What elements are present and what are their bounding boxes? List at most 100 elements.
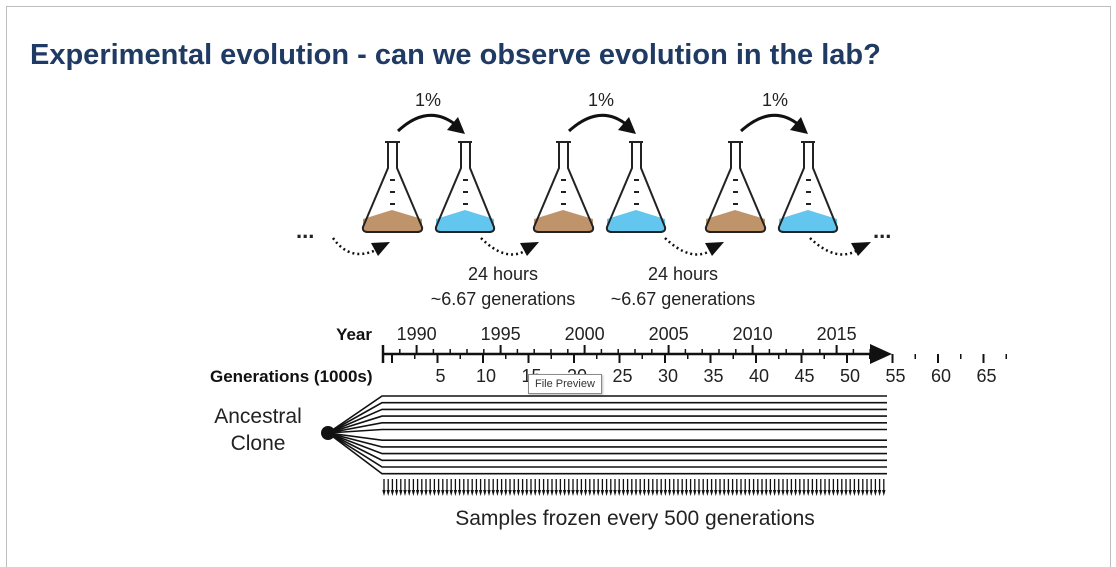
sample-arrow-head bbox=[462, 490, 466, 496]
sample-arrow-head bbox=[709, 490, 714, 496]
population-lineage bbox=[327, 432, 887, 448]
sample-arrow-head bbox=[567, 490, 571, 496]
sample-arrow-head bbox=[453, 490, 458, 496]
sample-arrow-head bbox=[617, 490, 621, 496]
sample-arrow-head bbox=[697, 490, 701, 496]
sample-arrow-head bbox=[583, 490, 588, 496]
sample-arrow-head bbox=[714, 490, 718, 496]
sample-arrow-head bbox=[621, 490, 626, 496]
sample-arrow-head bbox=[667, 490, 672, 496]
ellipsis-right: ... bbox=[873, 218, 891, 243]
population-lineage bbox=[327, 422, 887, 434]
sample-arrow-head bbox=[659, 490, 663, 496]
sample-arrow-head bbox=[415, 490, 420, 496]
sample-arrow-head bbox=[554, 490, 558, 496]
sample-arrow-head bbox=[478, 490, 483, 496]
sample-arrow-head bbox=[546, 490, 550, 496]
sample-arrow-head bbox=[634, 490, 638, 496]
sample-arrow-head bbox=[470, 490, 474, 496]
sample-arrow-head bbox=[802, 490, 806, 496]
sample-arrow-head bbox=[882, 490, 886, 496]
flask-fresh-3 bbox=[777, 141, 839, 233]
transfer-arrow-3 bbox=[739, 113, 808, 134]
sample-arrow-head bbox=[772, 490, 777, 496]
transfer-percent-label-3: 1% bbox=[762, 90, 788, 110]
sample-arrow-head bbox=[743, 490, 747, 496]
sample-arrow-head bbox=[428, 490, 432, 496]
generation-tick-label: 30 bbox=[658, 366, 678, 386]
transfer-percent-label-1: 1% bbox=[415, 90, 441, 110]
population-lineage bbox=[327, 432, 887, 462]
sample-arrow-head bbox=[579, 490, 584, 496]
sample-arrow-head bbox=[760, 490, 764, 496]
sample-arrow-head bbox=[529, 490, 533, 496]
sample-arrow-head bbox=[810, 490, 815, 496]
flask-fresh-2 bbox=[605, 141, 667, 233]
sample-arrow-head bbox=[550, 490, 554, 496]
population-lineage bbox=[327, 395, 887, 434]
sample-arrow-head bbox=[663, 490, 668, 496]
sample-arrow-head bbox=[705, 490, 710, 496]
sample-arrow-head bbox=[436, 490, 441, 496]
samples-frozen-label: Samples frozen every 500 generations bbox=[455, 507, 815, 530]
sample-arrow-head bbox=[445, 490, 449, 496]
sample-arrow-head bbox=[789, 490, 794, 496]
sample-arrow-head bbox=[768, 490, 773, 496]
incubation-arrow-1 bbox=[331, 237, 390, 256]
population-lineages bbox=[327, 395, 887, 475]
sample-arrow-head bbox=[512, 490, 516, 496]
generation-tick-label: 35 bbox=[703, 366, 723, 386]
sample-arrow-head bbox=[785, 490, 789, 496]
generation-tick-label: 25 bbox=[612, 366, 632, 386]
population-lineage bbox=[327, 415, 887, 434]
incubation-arrow-2 bbox=[480, 237, 539, 256]
sample-arrow-head bbox=[449, 490, 453, 496]
sample-arrow-head bbox=[798, 490, 802, 496]
sample-arrow-head bbox=[735, 490, 739, 496]
sample-arrow-head bbox=[840, 490, 844, 496]
ancestral-label-line-2: Clone bbox=[231, 432, 286, 455]
sample-arrow-head bbox=[495, 490, 500, 496]
sample-arrow-head bbox=[571, 490, 575, 496]
sample-arrow-head bbox=[399, 490, 403, 496]
sample-arrow-head bbox=[596, 490, 600, 496]
population-lineage bbox=[327, 408, 887, 434]
flask-used-2 bbox=[532, 141, 595, 233]
population-lineage bbox=[327, 432, 887, 441]
population-lineage bbox=[327, 401, 887, 434]
sample-arrow-head bbox=[386, 490, 390, 496]
sample-arrow-head bbox=[592, 490, 596, 496]
sample-arrow-head bbox=[861, 490, 865, 496]
sample-arrow-head bbox=[844, 490, 848, 496]
sample-arrow-head bbox=[823, 490, 827, 496]
sample-arrow-head bbox=[613, 490, 617, 496]
ancestral-label-line-1: Ancestral bbox=[214, 405, 302, 428]
sample-arrow-head bbox=[814, 490, 819, 496]
sample-arrow-head bbox=[777, 490, 781, 496]
sample-arrow-head bbox=[466, 490, 470, 496]
sample-arrow-head bbox=[756, 490, 760, 496]
sample-arrow-head bbox=[835, 490, 840, 496]
sample-arrow-head bbox=[781, 490, 785, 496]
sample-arrow-head bbox=[852, 490, 857, 496]
sample-arrow-head bbox=[558, 490, 563, 496]
sample-arrow-head bbox=[848, 490, 852, 496]
sample-arrow-head bbox=[533, 490, 537, 496]
sample-arrow-head bbox=[609, 490, 613, 496]
cycle-generations-label-1: ~6.67 generations bbox=[431, 289, 576, 309]
sample-arrow-head bbox=[693, 490, 697, 496]
sample-arrow-head bbox=[537, 490, 542, 496]
sample-arrow-head bbox=[684, 490, 689, 496]
year-tick-label: 1990 bbox=[397, 324, 437, 344]
sample-arrow-head bbox=[382, 490, 386, 496]
sample-arrow-head bbox=[432, 490, 437, 496]
sample-arrow-head bbox=[625, 490, 630, 496]
sample-arrow-head bbox=[504, 490, 508, 496]
sample-arrow-head bbox=[730, 490, 735, 496]
sample-arrow-head bbox=[701, 490, 705, 496]
sample-arrow-head bbox=[403, 490, 407, 496]
sample-arrow-head bbox=[856, 490, 861, 496]
flask-used-1 bbox=[361, 141, 424, 233]
sample-arrow-head bbox=[873, 490, 878, 496]
population-lineage bbox=[327, 432, 887, 468]
